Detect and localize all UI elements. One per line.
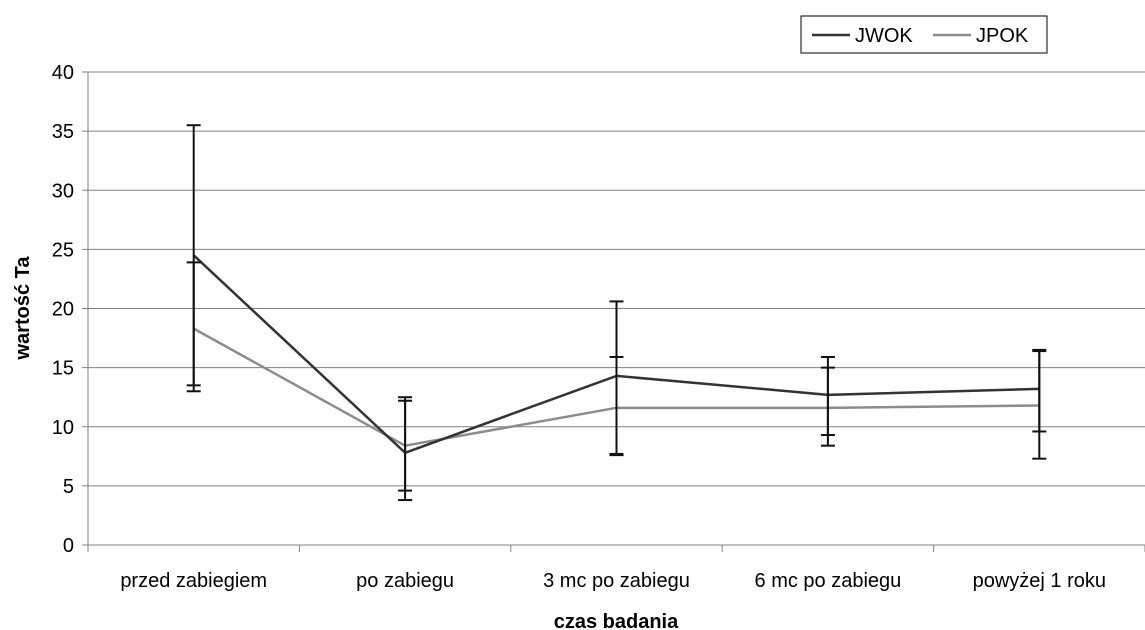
y-tick-label: 25 <box>52 239 74 261</box>
error-bar-jpok <box>609 355 624 455</box>
y-tick-label: 35 <box>52 121 74 143</box>
y-tick-label: 0 <box>63 535 74 557</box>
error-bar-jpok <box>820 366 835 447</box>
y-tick-label: 20 <box>52 299 74 321</box>
y-tick-label: 10 <box>52 417 74 439</box>
y-tick-label: 15 <box>52 358 74 380</box>
error-bar-jpok <box>186 261 201 393</box>
legend-label-jwok: JWOK <box>855 25 913 47</box>
y-tick-label: 5 <box>63 476 74 498</box>
axes <box>82 71 1145 552</box>
y-axis-title: wartość Ta <box>12 256 34 361</box>
x-tick-label: powyżej 1 roku <box>973 570 1106 592</box>
x-tick-label: 6 mc po zabiegu <box>755 570 902 592</box>
y-tick-label: 30 <box>52 180 74 202</box>
error-bar-jpok <box>398 399 413 492</box>
x-tick-label: przed zabiegiem <box>120 570 267 592</box>
legend-label-jpok: JPOK <box>976 25 1029 47</box>
error-bar-jpok <box>1032 350 1047 460</box>
y-tick-label: 40 <box>52 62 74 84</box>
tick-labels: 0 5 10 15 20 25 30 35 40 przed zabiegiem po zabieg… <box>52 62 1106 592</box>
x-tick-label: po zabiegu <box>356 570 454 592</box>
legend: JWOK JPOK <box>800 15 1048 54</box>
x-axis-title: czas badania <box>554 611 679 630</box>
error-bars <box>186 124 1047 502</box>
x-tick-label: 3 mc po zabiegu <box>543 570 690 592</box>
